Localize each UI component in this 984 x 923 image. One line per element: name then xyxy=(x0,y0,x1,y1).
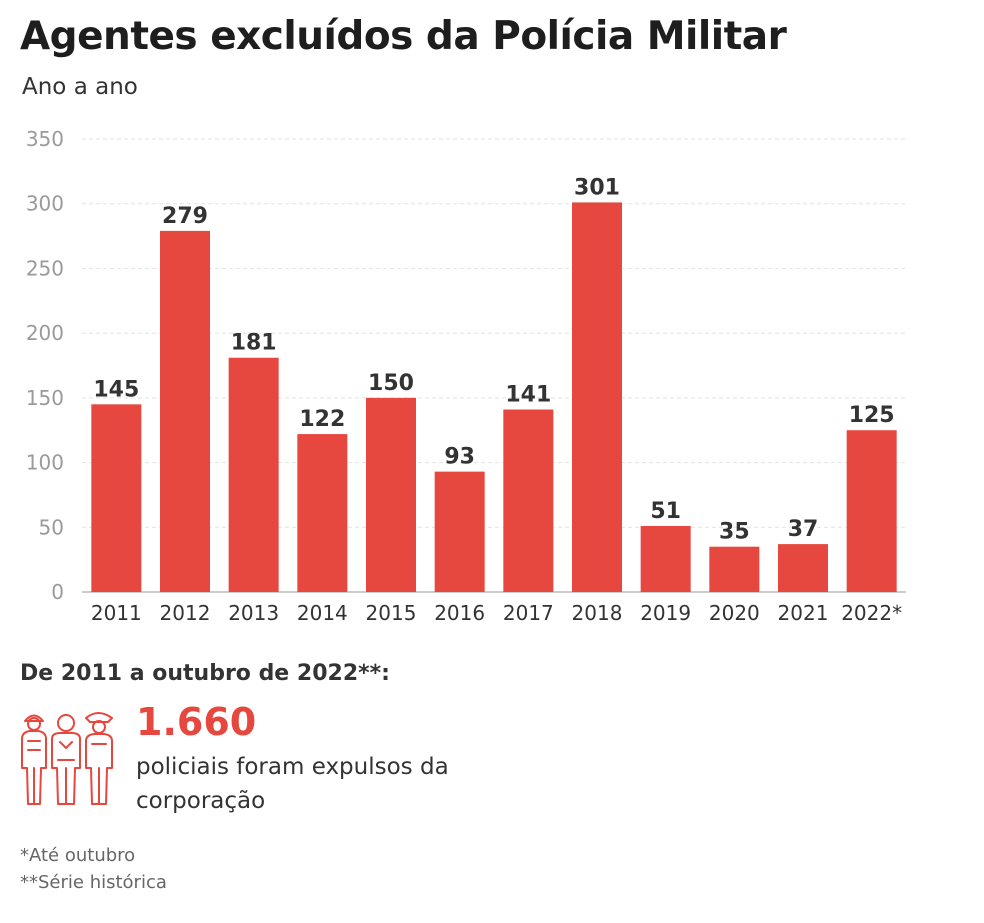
data-label: 125 xyxy=(849,403,895,428)
chart-title: Agentes excluídos da Polícia Militar xyxy=(20,14,787,59)
x-tick-label: 2018 xyxy=(572,601,623,625)
x-tick-label: 2020 xyxy=(709,601,760,625)
y-tick-label: 100 xyxy=(26,451,64,475)
x-tick-label: 2012 xyxy=(160,601,211,625)
summary-heading: De 2011 a outubro de 2022**: xyxy=(20,661,390,686)
grid-lines xyxy=(82,138,906,593)
bar-2021 xyxy=(778,544,828,592)
y-tick-label: 350 xyxy=(26,127,64,151)
footnote-1: *Até outubro xyxy=(20,845,136,866)
y-tick-label: 150 xyxy=(26,386,64,410)
data-label: 93 xyxy=(444,445,475,470)
x-tick-label: 2019 xyxy=(640,601,691,625)
bar-2022 xyxy=(846,430,897,592)
data-label: 51 xyxy=(650,499,681,524)
data-label: 145 xyxy=(93,377,139,402)
bar-2020 xyxy=(709,546,760,592)
x-tick-label: 2014 xyxy=(297,601,348,625)
data-label: 37 xyxy=(788,517,819,542)
bar-2016 xyxy=(434,471,485,592)
labels: 0 50 100 150 200 250 300 350 145 2011 279 2012 181 20… xyxy=(26,127,902,625)
police-officers-icon xyxy=(21,712,113,805)
x-tick-label: 2022* xyxy=(841,601,902,625)
data-label: 279 xyxy=(162,204,208,229)
data-label: 301 xyxy=(574,175,620,200)
data-label: 181 xyxy=(231,331,277,356)
bars xyxy=(91,202,897,593)
bar-2014 xyxy=(297,434,348,592)
bar-2017 xyxy=(503,409,554,592)
data-label: 122 xyxy=(299,407,345,432)
y-tick-label: 250 xyxy=(26,256,64,280)
data-label: 141 xyxy=(505,383,551,408)
bar-2011 xyxy=(91,404,142,592)
x-tick-label: 2016 xyxy=(434,601,485,625)
bar-2015 xyxy=(366,397,416,592)
y-tick-label: 300 xyxy=(26,192,64,216)
footnote-2: **Série histórica xyxy=(20,872,167,893)
bar-2012 xyxy=(160,230,210,592)
bar-chart: 0 50 100 150 200 250 300 350 145 2011 279 2012 181 20… xyxy=(26,127,906,625)
bar-2019 xyxy=(640,525,691,592)
x-tick-label: 2021 xyxy=(778,601,829,625)
data-label: 35 xyxy=(719,520,750,545)
x-tick-label: 2013 xyxy=(228,601,279,625)
y-tick-label: 200 xyxy=(26,321,64,345)
total-expelled-number: 1.660 xyxy=(136,700,257,744)
footnotes: *Até outubro **Série histórica xyxy=(20,842,167,896)
x-tick-label: 2011 xyxy=(91,601,142,625)
y-tick-label: 50 xyxy=(39,515,64,539)
chart-subtitle: Ano a ano xyxy=(22,74,138,100)
x-tick-label: 2017 xyxy=(503,601,554,625)
data-label: 150 xyxy=(368,371,414,396)
y-tick-label: 0 xyxy=(51,580,64,604)
total-expelled-description: policiais foram expulsos da corporação xyxy=(136,754,449,814)
x-tick-label: 2015 xyxy=(366,601,417,625)
bar-2013 xyxy=(228,357,279,592)
bar-2018 xyxy=(572,202,622,593)
